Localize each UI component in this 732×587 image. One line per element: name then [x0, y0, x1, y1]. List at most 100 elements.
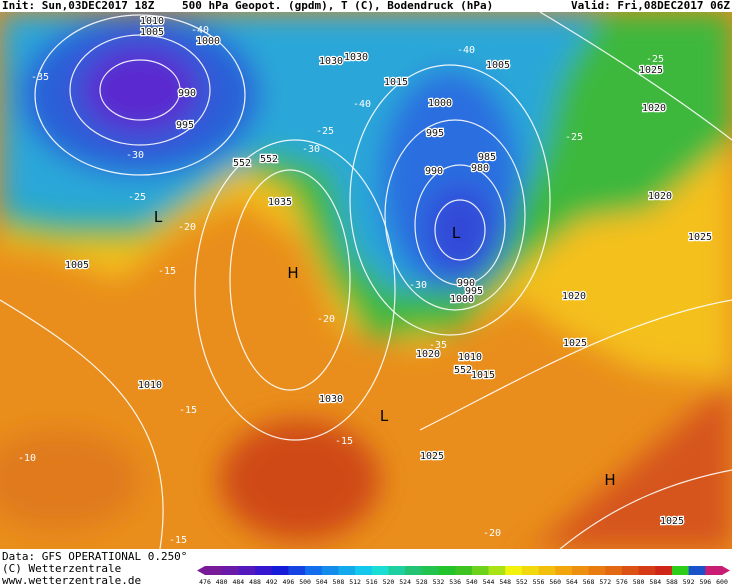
colorbar-label: 504 — [316, 578, 328, 586]
footer-copyright: (C) Wetterzentrale — [2, 562, 121, 575]
isobar-label: 990 — [425, 166, 443, 177]
isobar-label: 1000 — [196, 36, 220, 47]
colorbar-swatch — [388, 566, 406, 575]
temperature-label: -40 — [353, 99, 371, 110]
colorbar-label: 488 — [249, 578, 261, 586]
isobar-label: 1025 — [639, 65, 663, 76]
temperature-label: -20 — [178, 222, 196, 233]
colorbar-arrow-left — [197, 566, 205, 575]
colorbar-label: 576 — [616, 578, 628, 586]
isobar-label: 980 — [471, 163, 489, 174]
colorbar-label: 512 — [349, 578, 361, 586]
isobar-label: 1005 — [65, 260, 89, 271]
colorbar-label: 560 — [549, 578, 561, 586]
colorbar-label: 520 — [383, 578, 395, 586]
colorbar-swatch — [521, 566, 540, 575]
isobar-label: 995 — [426, 128, 444, 139]
colorbar-label: 496 — [283, 578, 295, 586]
isobar-label: 1020 — [562, 291, 586, 302]
colorbar-swatch — [288, 566, 306, 575]
colorbar-swatch — [405, 566, 423, 575]
isobar-label: 1030 — [319, 56, 343, 67]
header-valid: Valid: Fri,08DEC2017 06Z — [571, 0, 730, 12]
isobar-label: 1005 — [486, 60, 510, 71]
isobar-label: 995 — [465, 286, 483, 297]
colorbar-swatch — [655, 566, 673, 575]
colorbar-label: 572 — [599, 578, 611, 586]
colorbar-label: 548 — [499, 578, 511, 586]
colorbar-label: 476 — [199, 578, 211, 586]
colorbar-label: 480 — [216, 578, 228, 586]
isobar-label: 1000 — [450, 294, 474, 305]
isobar-label: 1010 — [140, 16, 164, 27]
isobar-label: 1025 — [563, 338, 587, 349]
temperature-label: -20 — [483, 528, 501, 539]
colorbar-swatch — [321, 566, 339, 575]
colorbar: 476 480 484 488 492 496 500 504 508 512 516 520 524 5… — [197, 566, 730, 586]
isobar-label: 1015 — [471, 370, 495, 381]
isobar-label: 985 — [478, 152, 496, 163]
temperature-label: -15 — [335, 436, 353, 447]
isobar-label: 995 — [176, 120, 194, 131]
colorbar-label: 484 — [232, 578, 244, 586]
colorbar-label: 564 — [566, 578, 578, 586]
colorbar-label: 508 — [333, 578, 345, 586]
isobars — [0, 12, 732, 549]
colorbar-label: 544 — [483, 578, 495, 586]
colorbar-swatch — [455, 566, 473, 575]
colorbar-swatch — [471, 566, 490, 575]
isobar-label: 552 — [233, 158, 251, 169]
colorbar-label: 536 — [449, 578, 461, 586]
temperature-label: -40 — [191, 25, 209, 36]
pressure-center: L — [452, 224, 461, 242]
colorbar-label: 540 — [466, 578, 478, 586]
colorbar-label: 580 — [633, 578, 645, 586]
colorbar-label: 592 — [683, 578, 695, 586]
temperature-label: -25 — [646, 54, 664, 65]
isobar-label: 1025 — [420, 451, 444, 462]
pressure-center: L — [380, 407, 389, 425]
temperature-label: -30 — [126, 150, 144, 161]
colorbar-label: 532 — [433, 578, 445, 586]
colorbar-label: 524 — [399, 578, 411, 586]
colorbar-label: 500 — [299, 578, 311, 586]
colorbar-label: 600 — [716, 578, 728, 586]
temperature-label: -15 — [179, 405, 197, 416]
footer-url: www.wetterzentrale.de — [2, 574, 141, 587]
header-init: Init: Sun,03DEC2017 18Z — [2, 0, 155, 12]
isobar-label: 1000 — [428, 98, 452, 109]
temperature-label: -25 — [128, 192, 146, 203]
colorbar-swatch — [305, 566, 323, 575]
colorbar-swatch — [571, 566, 590, 575]
colorbar-swatch — [555, 566, 573, 575]
colorbar-swatch — [705, 566, 723, 575]
isobar-label: 1020 — [642, 103, 666, 114]
colorbar-label: 556 — [533, 578, 545, 586]
isobar-label: 552 — [454, 365, 472, 376]
isobar-label: 1035 — [268, 197, 292, 208]
colorbar-swatch — [621, 566, 640, 575]
temperature-label: -15 — [169, 535, 187, 546]
isobar-label: 552 — [260, 154, 278, 165]
colorbar-swatch — [688, 566, 706, 575]
temperature-label: -25 — [316, 126, 334, 137]
colorbar-swatch — [438, 566, 456, 575]
temperature-label: -20 — [317, 314, 335, 325]
colorbar-swatch — [355, 566, 373, 575]
footer-data: Data: GFS OPERATIONAL 0.250° — [2, 550, 187, 563]
isobar-label: 1015 — [384, 77, 408, 88]
temperature-label: -25 — [565, 132, 583, 143]
colorbar-swatch — [205, 566, 223, 575]
colorbar-label: 528 — [416, 578, 428, 586]
map-field: 101010051000-40990995-35-30-25L-20552100… — [0, 12, 732, 549]
isobar-label: 1005 — [140, 27, 164, 38]
colorbar-swatch — [221, 566, 239, 575]
temperature-label: -10 — [18, 453, 36, 464]
colorbar-swatch — [338, 566, 356, 575]
header-title: 500 hPa Geopot. (gpdm), T (C), Bodendruc… — [182, 0, 493, 12]
colorbar-label: 568 — [583, 578, 595, 586]
colorbar-label: 552 — [516, 578, 528, 586]
isobar-label: 1010 — [138, 380, 162, 391]
colorbar-label: 516 — [366, 578, 378, 586]
